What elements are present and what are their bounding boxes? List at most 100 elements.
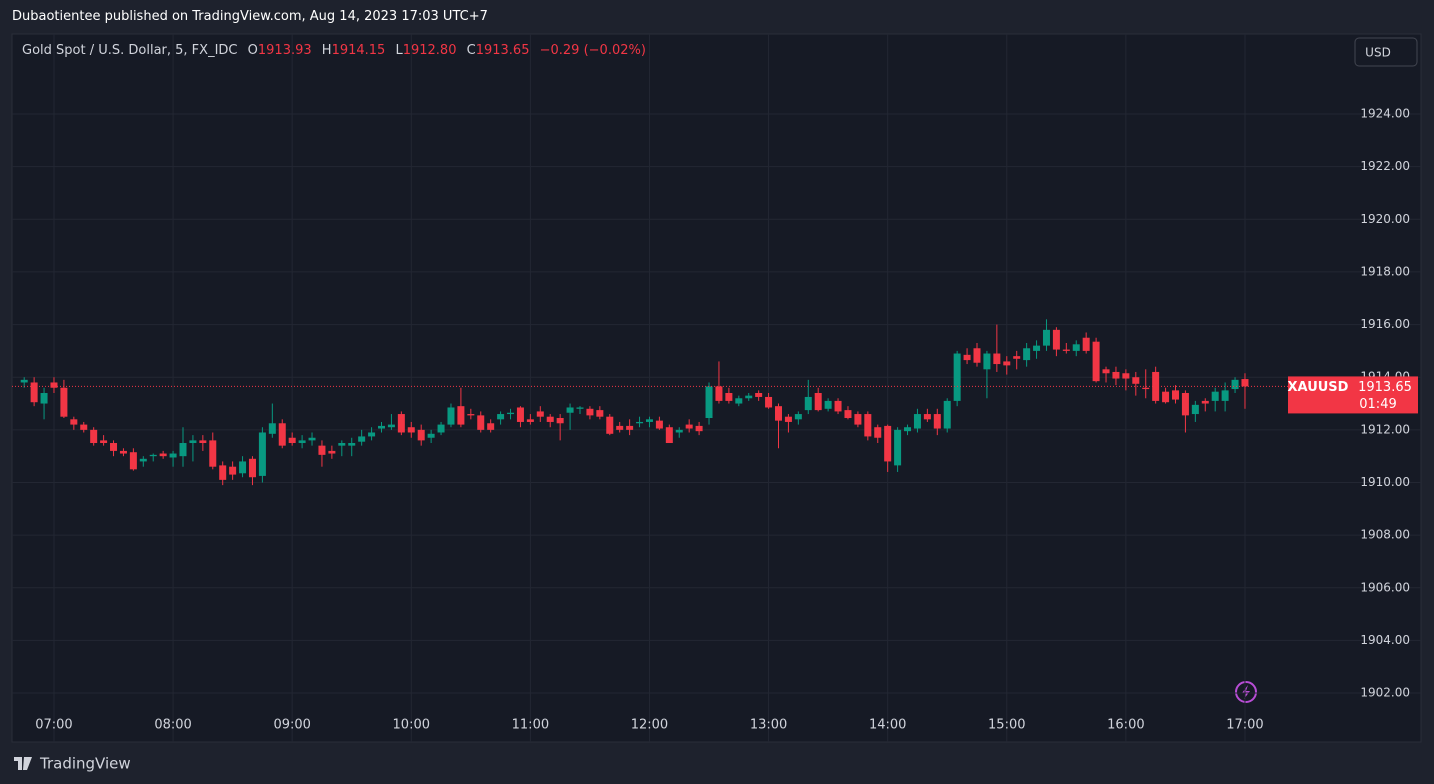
lightning-icon[interactable] (1235, 681, 1257, 703)
y-tick-label: 1918.00 (1360, 264, 1410, 278)
y-tick-label: 1916.00 (1360, 317, 1410, 331)
candle-body (239, 461, 247, 474)
candle-body (1102, 369, 1110, 374)
candle-body (814, 393, 822, 411)
candle-body (477, 415, 485, 430)
candle-body (1082, 337, 1090, 351)
candle-body (864, 414, 872, 437)
candle-body (675, 429, 683, 433)
candle-body (923, 414, 931, 420)
candle-body (735, 398, 743, 404)
candle-body (457, 406, 465, 425)
candle-body (169, 453, 177, 458)
candle-body (437, 424, 445, 433)
candle-body (546, 416, 554, 422)
candle-body (199, 440, 207, 444)
x-tick-label: 12:00 (631, 718, 668, 733)
candle-body (1033, 345, 1041, 351)
candle-body (358, 436, 366, 442)
candle-body (308, 437, 316, 441)
candle-body (209, 440, 217, 467)
candle-body (288, 437, 296, 444)
candle-body (497, 414, 505, 420)
currency-button[interactable] (1354, 37, 1418, 67)
candle-body (904, 427, 912, 432)
candle-body (576, 407, 584, 409)
candle-body (526, 419, 534, 422)
ohlc-key: H (321, 43, 332, 58)
candle-body (1201, 400, 1209, 404)
x-tick-label: 11:00 (512, 718, 549, 733)
x-tick-label: 17:00 (1226, 718, 1263, 733)
candle-body (725, 393, 733, 401)
price-tag-countdown: 01:49 (1359, 397, 1396, 412)
candle-body (229, 466, 237, 475)
candle-body (1172, 390, 1179, 400)
symbol: Gold Spot / U.S. Dollar, 5, FX_IDC (22, 43, 238, 58)
x-tick-label: 07:00 (35, 718, 72, 733)
grid (12, 34, 1421, 742)
candle-body (20, 379, 28, 383)
candle-body (794, 414, 802, 420)
candle-body (1211, 391, 1219, 401)
y-tick-label: 1920.00 (1360, 212, 1410, 226)
candle-body (248, 458, 256, 478)
x-tick-label: 14:00 (869, 718, 906, 733)
candle-body (467, 414, 475, 416)
change: −0.29 (−0.02%) (539, 43, 646, 58)
candle-body (1052, 329, 1060, 350)
candle-body (1191, 404, 1199, 415)
candle-body (606, 416, 614, 434)
y-tick-label: 1912.00 (1360, 422, 1410, 436)
ohlc-value: 1912.80 (402, 43, 457, 58)
candle-body (616, 425, 624, 430)
candle-body (566, 407, 574, 413)
candle-body (1181, 393, 1189, 416)
candle-body (1072, 344, 1080, 351)
candle-body (1132, 377, 1140, 384)
candle-body (824, 400, 832, 409)
candle-body (854, 414, 862, 425)
ohlc-value: 1914.15 (331, 43, 386, 58)
candle-body (70, 419, 78, 425)
candle-body (417, 429, 425, 441)
candle-body (90, 429, 98, 444)
candle-body (1062, 349, 1070, 351)
y-tick-label: 1902.00 (1360, 686, 1410, 700)
candle-body (586, 408, 594, 416)
candle-body (110, 443, 118, 451)
candle-body (427, 433, 435, 438)
candle-body (1162, 391, 1170, 403)
candle-body (685, 424, 693, 429)
candle-body (953, 353, 961, 401)
y-tick-label: 1922.00 (1360, 159, 1410, 173)
currency[interactable]: USD (1365, 46, 1391, 60)
candle-body (784, 416, 792, 422)
footer-brand: TradingView (39, 755, 131, 773)
candle-body (556, 418, 564, 424)
candle-body (119, 450, 127, 454)
candle-body (219, 465, 227, 480)
candle-body (258, 432, 266, 476)
x-tick-label: 08:00 (154, 718, 191, 733)
candle-body (407, 427, 415, 433)
candle-body (30, 382, 38, 403)
ohlc-key: L (395, 43, 403, 58)
candle-body (1231, 379, 1239, 390)
publisher-line: Dubaotientee published on TradingView.co… (12, 9, 488, 24)
candle-body (60, 387, 68, 417)
candle-body (40, 393, 48, 404)
candle-body (745, 395, 753, 399)
candle-body (50, 382, 58, 388)
ohlc-key: C (466, 43, 476, 58)
candle-body (655, 420, 663, 429)
candle-body (765, 396, 773, 408)
candle-body (705, 386, 713, 419)
candle-body (1241, 379, 1249, 387)
candle-body (179, 443, 187, 457)
candle-body (298, 440, 306, 444)
candle-body (874, 427, 882, 438)
candle-body (755, 393, 763, 397)
